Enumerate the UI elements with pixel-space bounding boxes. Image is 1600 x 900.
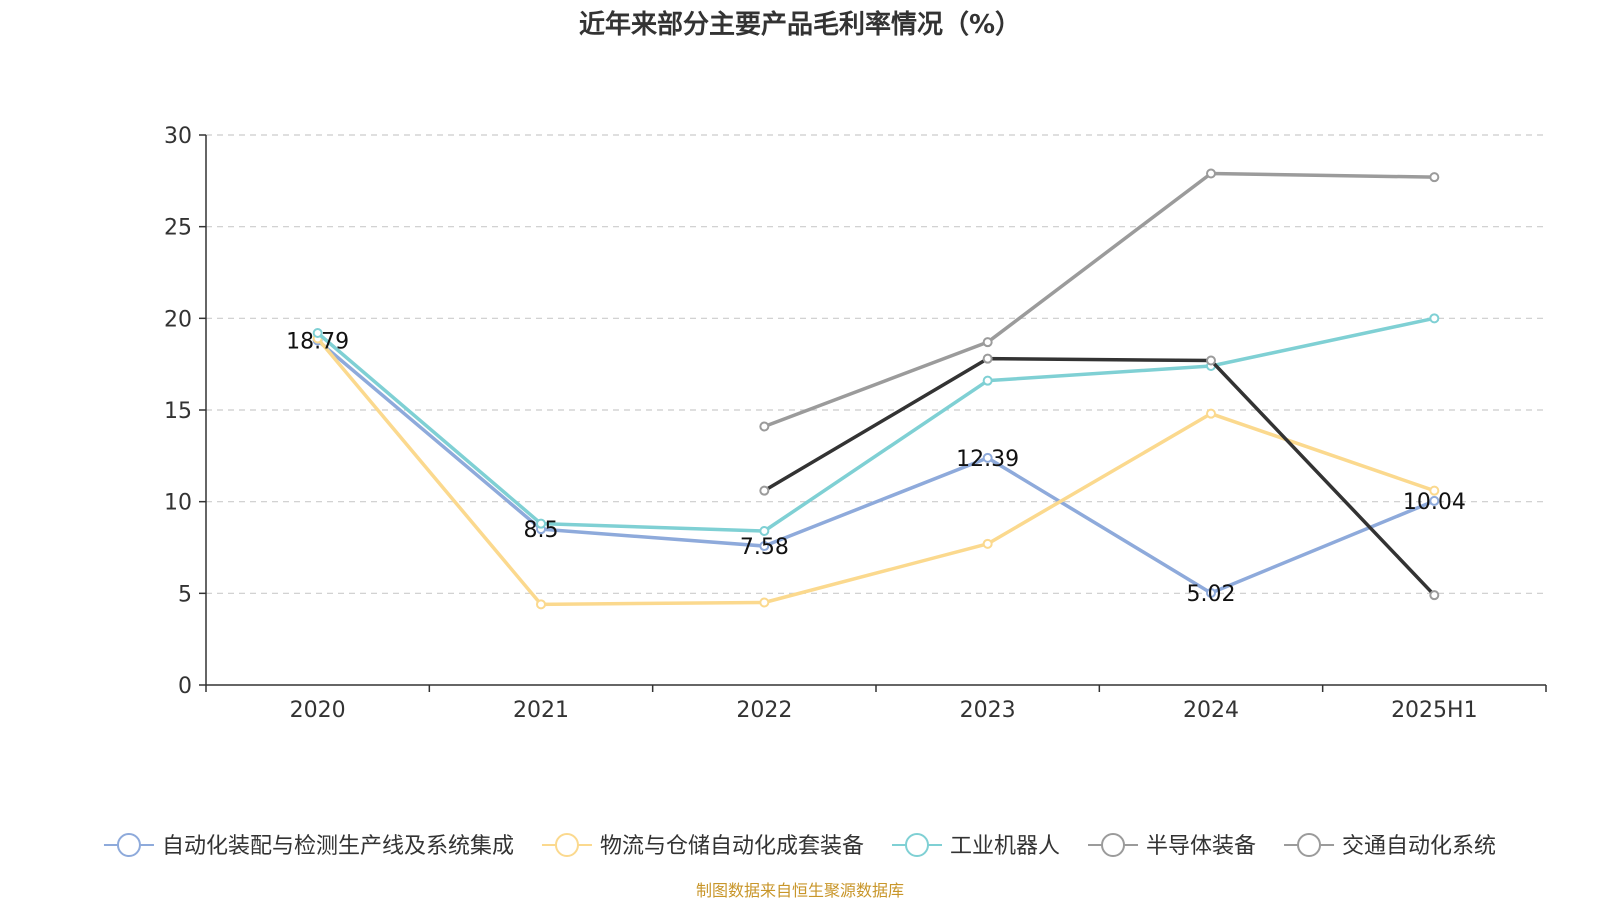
data-label: 10.04 [1403,490,1466,515]
y-tick-label: 10 [164,491,192,516]
series-line-4 [762,356,1437,597]
data-labels: 18.79 8.5 7.58 12.39 5.02 10.04 [286,330,1466,607]
legend-marker [116,833,141,857]
series-line-0 [315,338,1437,595]
y-tick-label: 25 [164,216,192,241]
series-group [312,168,1440,610]
x-tick-label: 2025H1 [1391,698,1478,723]
legend-label: 交通自动化系统 [1342,834,1496,859]
data-point[interactable] [759,485,770,496]
data-label: 8.5 [524,518,559,543]
y-tick-label: 0 [178,674,192,699]
legend-marker [904,833,929,857]
source-note: 制图数据来自恒生聚源数据库 [696,881,904,900]
legend-marker [1297,833,1322,857]
legend-marker [554,833,579,857]
series-line-1 [315,336,1437,607]
legend-label: 工业机器人 [950,834,1060,859]
data-point[interactable] [982,538,993,549]
data-point[interactable] [982,353,993,364]
y-tick-label: 15 [164,399,192,424]
x-tick-label: 2020 [290,698,346,723]
data-point[interactable] [1206,168,1216,179]
x-tick-label: 2024 [1183,698,1239,723]
data-point[interactable] [759,597,770,608]
data-point[interactable] [1429,495,1440,506]
legend[interactable]: 自动化装配与检测生产线及系统集成 物流与仓储自动化成套装备 工业机器人 半导体装备 交通… [103,833,1496,859]
data-point[interactable] [1429,590,1440,601]
data-label: 5.02 [1187,582,1236,607]
data-point[interactable] [1429,485,1440,496]
data-point[interactable] [982,452,993,463]
y-tick-label: 5 [178,582,192,607]
axes: 0 5 10 15 20 25 30 2020 2021 2022 2023 2024 2025H1 [164,124,1547,723]
data-point[interactable] [759,541,770,552]
data-point[interactable] [759,421,770,432]
legend-item-4[interactable]: 交通自动化系统 [1284,833,1496,859]
series-line-3 [762,171,1437,429]
data-point[interactable] [1429,313,1440,324]
y-tick-label: 30 [164,124,192,149]
legend-marker [1101,833,1126,857]
data-point[interactable] [1429,172,1440,183]
y-tick-label: 20 [164,307,192,332]
legend-label: 半导体装备 [1146,834,1256,859]
data-point[interactable] [536,599,546,610]
x-tick-label: 2022 [736,698,792,723]
legend-label: 物流与仓储自动化成套装备 [600,834,864,859]
data-point[interactable] [536,518,546,529]
data-label: 18.79 [286,330,349,355]
grid-lines [206,134,1546,594]
data-point[interactable] [982,337,993,348]
chart-title: 近年来部分主要产品毛利率情况（%） [579,9,1021,40]
legend-item-1[interactable]: 物流与仓储自动化成套装备 [541,833,864,859]
legend-item-2[interactable]: 工业机器人 [891,833,1060,859]
data-point[interactable] [1206,587,1216,598]
x-tick-label: 2021 [513,698,569,723]
legend-item-0[interactable]: 自动化装配与检测生产线及系统集成 [103,833,514,859]
data-point[interactable] [1206,408,1216,419]
legend-label: 自动化装配与检测生产线及系统集成 [162,834,514,859]
data-point[interactable] [982,375,993,386]
data-label: 7.58 [740,535,789,560]
series-line-2 [315,316,1437,533]
legend-item-3[interactable]: 半导体装备 [1088,833,1256,859]
x-tick-label: 2023 [960,698,1016,723]
data-point[interactable] [1206,355,1216,366]
data-label: 12.39 [956,447,1019,472]
data-point[interactable] [312,328,323,338]
data-point[interactable] [759,526,770,536]
